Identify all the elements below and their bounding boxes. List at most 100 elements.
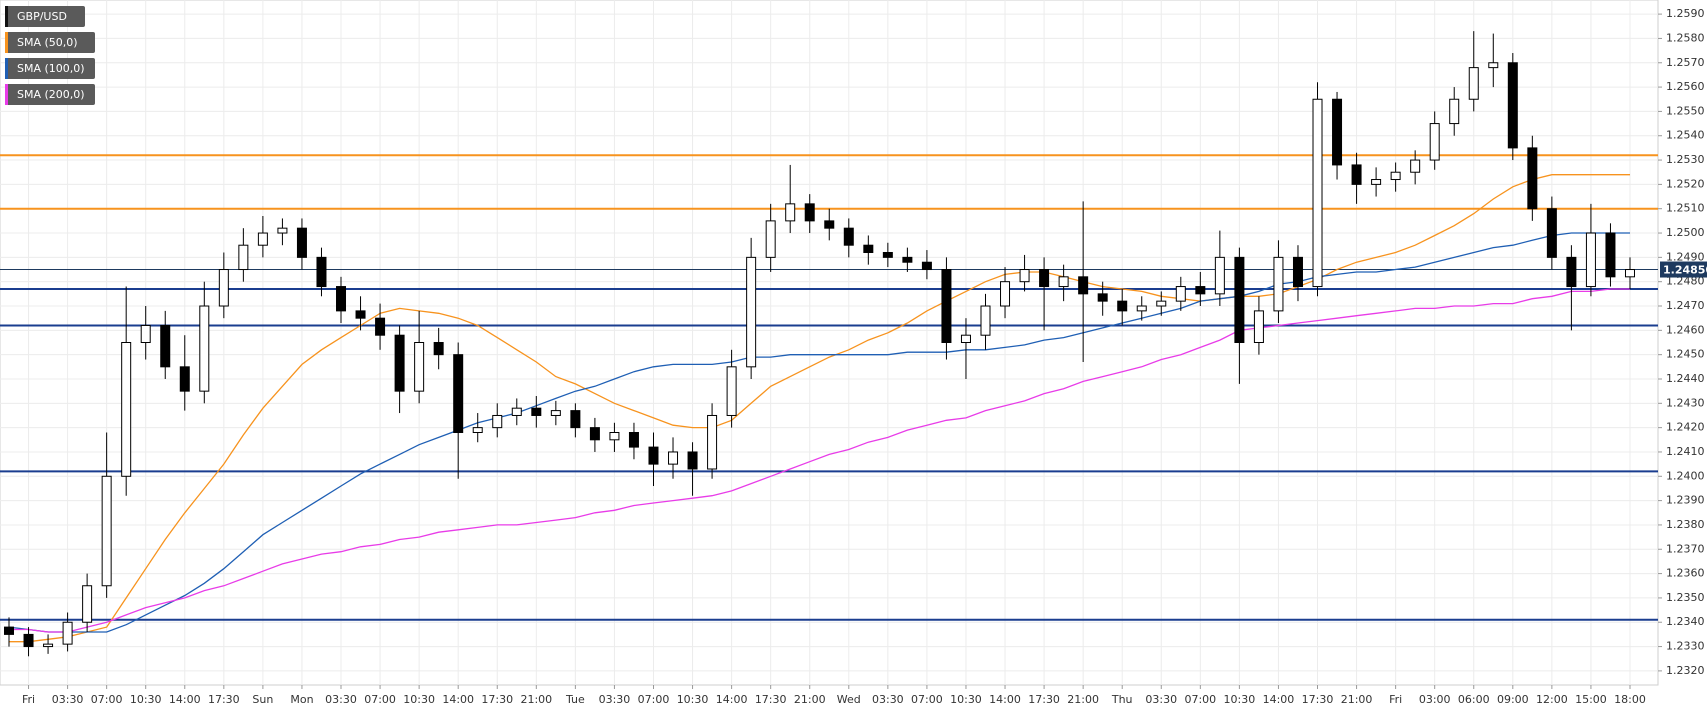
sma-line [9,174,1630,643]
candle-body [394,334,405,392]
candle-body [453,354,464,434]
candle-body [355,310,366,319]
candle-body [882,251,893,258]
candle-body [1410,159,1421,173]
candle-body [765,220,776,258]
x-tick-label: 07:00 [911,693,943,706]
sma-line [8,232,1630,633]
x-tick-label: Thu [1111,693,1133,706]
y-tick-label: 1.2320 [1666,664,1705,677]
sma-line [9,288,1630,633]
x-tick-label: 10:30 [1224,693,1256,706]
x-tick-label: 17:30 [1302,693,1334,706]
candle-body [511,407,522,416]
y-tick-label: 1.2350 [1666,591,1705,604]
x-tick-label: 10:30 [677,693,709,706]
x-tick-label: 14:00 [716,693,748,706]
candle-body [472,427,483,434]
candle-body [23,633,34,648]
candle-body [1332,98,1343,166]
legend-box [5,84,95,105]
legend-label: SMA (200,0) [17,88,85,101]
candle-body [628,432,639,448]
x-tick-label: 03:30 [599,693,631,706]
legend-label: SMA (50,0) [17,36,78,49]
candle-body [1273,256,1284,312]
candle-body [941,269,952,343]
y-tick-label: 1.2490 [1666,250,1705,263]
y-tick-label: 1.2550 [1666,104,1705,117]
y-tick-label: 1.2360 [1666,567,1705,580]
x-tick-label: 07:00 [638,693,670,706]
x-tick-label: Tue [565,693,585,706]
candle-body [1078,276,1089,295]
price-tag-label: 1.24850 [1663,264,1707,277]
x-tick-label: 21:00 [520,693,552,706]
x-tick-label: 21:00 [1067,693,1099,706]
candle-body [804,203,815,222]
candle-body [921,261,932,271]
y-tick-label: 1.2510 [1666,202,1705,215]
candle-body [238,244,249,271]
candle-body [1136,305,1147,312]
candle-body [1527,147,1538,210]
x-tick-label: Sun [252,693,273,706]
candle-body [707,414,718,470]
candle-body [179,366,190,392]
candle-body [1019,269,1030,283]
candle-body [296,227,307,258]
legend-box [5,32,95,53]
candle-body [902,256,913,263]
x-tick-label: 07:00 [91,693,123,706]
y-tick-label: 1.2480 [1666,275,1705,288]
x-tick-label: 07:00 [364,693,396,706]
x-tick-label: 18:00 [1614,693,1646,706]
candle-body [101,475,112,587]
candle-body [1039,269,1050,288]
x-tick-label: 17:30 [755,693,787,706]
candle-body [1292,256,1303,288]
candle-body [980,305,991,336]
candle-body [1624,269,1635,278]
y-tick-label: 1.2410 [1666,445,1705,458]
candle-body [1000,281,1011,307]
candle-body [1546,208,1557,258]
candle-body [1175,286,1186,302]
candle-body [43,643,54,648]
candle-body [1117,300,1128,312]
x-tick-label: 14:00 [1263,693,1295,706]
x-tick-label: Mon [290,693,313,706]
y-tick-label: 1.2340 [1666,615,1705,628]
legend-swatch [5,58,8,79]
y-tick-label: 1.2420 [1666,421,1705,434]
x-tick-label: 03:30 [1145,693,1177,706]
candle-body [531,407,542,416]
candle-body [1058,276,1069,288]
candle-body [257,232,268,246]
candle-body [1371,179,1382,185]
candle-body [863,244,874,253]
legend-box [5,6,85,27]
x-tick-label: 14:00 [989,693,1021,706]
candle-body [1468,67,1479,100]
candle-body [648,446,659,465]
x-tick-label: 14:00 [442,693,474,706]
x-tick-label: 17:30 [1028,693,1060,706]
x-tick-label: 03:30 [52,693,84,706]
y-tick-label: 1.2540 [1666,129,1705,142]
x-tick-label: 07:00 [1184,693,1216,706]
x-tick-label: 14:00 [169,693,201,706]
candle-body [160,324,171,368]
candle-body [668,451,679,465]
y-tick-label: 1.2570 [1666,56,1705,69]
x-tick-label: 21:00 [794,693,826,706]
candle-body [218,269,229,307]
x-tick-label: 10:30 [950,693,982,706]
candle-body [785,203,796,222]
candle-body [609,432,620,441]
candle-body [1234,256,1245,344]
candle-body [82,585,93,623]
y-tick-label: 1.2450 [1666,348,1705,361]
x-tick-label: 10:30 [403,693,435,706]
